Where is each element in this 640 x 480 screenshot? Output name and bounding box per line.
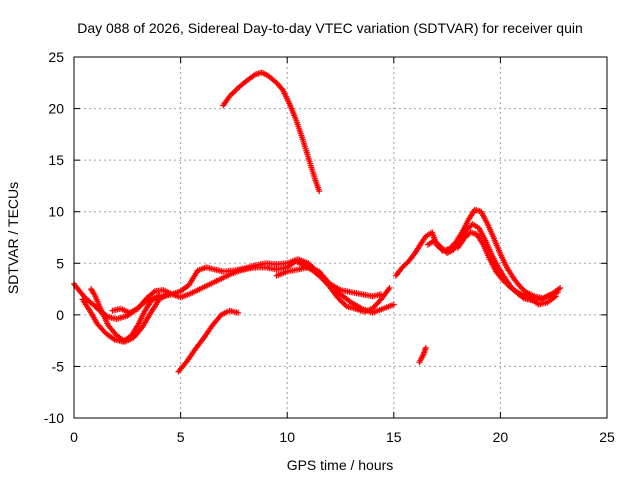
y-tick-label: 5 (56, 255, 64, 271)
y-tick-label: 25 (48, 49, 64, 65)
x-tick-label: 15 (386, 429, 402, 445)
x-tick-label: 10 (279, 429, 295, 445)
series-arc-short-neg (416, 344, 429, 366)
plot-frame (73, 56, 608, 419)
y-tick-label: -10 (44, 410, 64, 426)
y-axis-ticks: -10 -5 0 5 10 15 20 25 (44, 49, 607, 426)
x-tick-label: 0 (70, 429, 78, 445)
x-axis-ticks: 0 5 10 15 20 25 (70, 57, 615, 445)
series-markers (220, 69, 323, 195)
series-markers (273, 264, 397, 316)
y-tick-label: -5 (52, 358, 65, 374)
y-tick-label: 10 (48, 204, 64, 220)
y-axis-label: SDTVAR / TECUs (5, 182, 21, 294)
y-tick-label: 0 (56, 307, 64, 323)
series-arc-e (273, 264, 397, 316)
x-tick-label: 25 (599, 429, 615, 445)
series-arc-peak (220, 69, 323, 195)
series-markers (175, 307, 242, 375)
series-markers (416, 344, 429, 366)
series-arc-h (454, 229, 559, 308)
series-arc-rise-neg (175, 307, 242, 375)
series-arc-c (88, 286, 171, 345)
x-tick-label: 5 (177, 429, 185, 445)
series-arc-f (392, 206, 564, 302)
series-markers (88, 286, 171, 345)
y-tick-label: 20 (48, 101, 64, 117)
data-points (71, 69, 564, 375)
series-markers (109, 258, 393, 316)
series-arc-d (109, 258, 393, 316)
x-axis-label: GPS time / hours (287, 457, 394, 473)
series-markers (454, 229, 559, 308)
grid (74, 57, 607, 418)
series-markers (392, 206, 564, 302)
y-tick-label: 15 (48, 152, 64, 168)
chart-title: Day 088 of 2026, Sidereal Day-to-day VTE… (77, 20, 583, 36)
x-tick-label: 20 (493, 429, 509, 445)
